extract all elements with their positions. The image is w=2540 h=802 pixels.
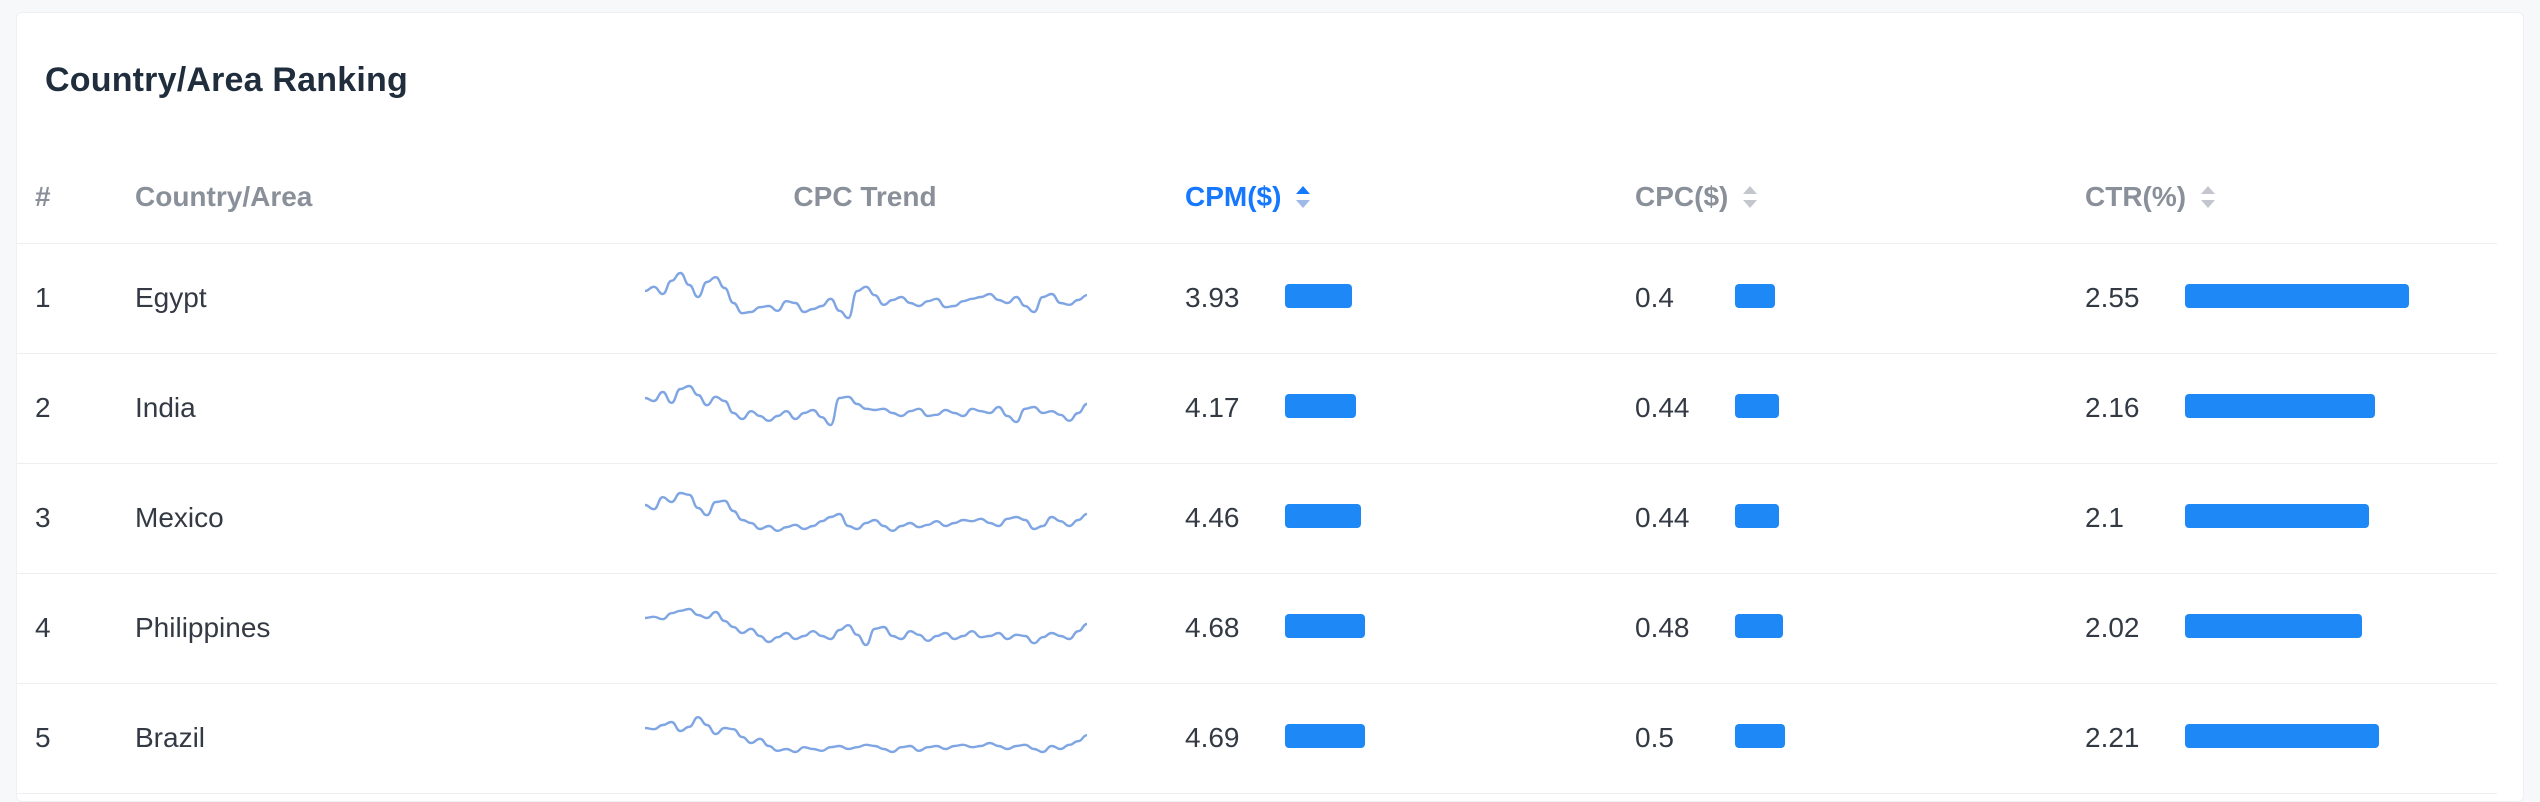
cpm-value: 4.68 xyxy=(1185,612,1240,643)
card-title: Country/Area Ranking xyxy=(45,61,408,99)
rank-cell: 1 xyxy=(35,282,51,313)
row-divider xyxy=(17,573,2497,574)
cpc-value: 0.48 xyxy=(1635,612,1690,643)
ctr-value: 2.55 xyxy=(2085,282,2140,313)
cpc-value: 0.44 xyxy=(1635,502,1690,533)
cpc-value: 0.44 xyxy=(1635,392,1690,423)
rank-cell: 5 xyxy=(35,722,51,753)
cpc-trend-sparkline xyxy=(644,271,1088,320)
cpm-bar xyxy=(1285,284,1352,308)
sparkline-path xyxy=(644,491,1088,532)
sort-icon-ctr[interactable] xyxy=(2198,182,2218,212)
rank-cell: 4 xyxy=(35,612,51,643)
cpc-trend-sparkline xyxy=(644,491,1088,532)
cpm-bar xyxy=(1285,394,1356,418)
header-divider xyxy=(17,243,2497,244)
row-divider xyxy=(17,793,2497,794)
sort-icon-cpm[interactable] xyxy=(1293,182,1313,212)
cpm-value: 4.69 xyxy=(1185,722,1240,753)
cpm-value: 4.46 xyxy=(1185,502,1240,533)
ranking-card: Country/Area Ranking # Country/Area CPC … xyxy=(16,12,2524,802)
cpc-value: 0.4 xyxy=(1635,282,1674,313)
row-divider xyxy=(17,463,2497,464)
rank-cell: 2 xyxy=(35,392,51,423)
column-header-rank: # xyxy=(35,181,51,212)
sparkline-path xyxy=(644,716,1088,754)
cpc-bar xyxy=(1735,394,1779,418)
rank-cell: 3 xyxy=(35,502,51,533)
cpc-trend-sparkline xyxy=(644,716,1088,754)
column-header-country: Country/Area xyxy=(135,181,313,212)
ctr-bar xyxy=(2185,504,2369,528)
country-cell: Philippines xyxy=(135,612,271,643)
cpc-bar xyxy=(1735,284,1775,308)
ctr-value: 2.16 xyxy=(2085,392,2140,423)
cpc-bar xyxy=(1735,504,1779,528)
sparkline-path xyxy=(644,271,1088,320)
column-header-cpc-label: CPC($) xyxy=(1635,181,1729,212)
country-cell: Mexico xyxy=(135,502,224,533)
cpm-value: 4.17 xyxy=(1185,392,1240,423)
ctr-bar xyxy=(2185,724,2379,748)
cpc-bar xyxy=(1735,724,1785,748)
row-divider xyxy=(17,353,2497,354)
row-divider xyxy=(17,683,2497,684)
cpm-bar xyxy=(1285,504,1361,528)
column-header-cpm[interactable]: CPM($) xyxy=(1185,181,1313,213)
sort-icon-cpc[interactable] xyxy=(1740,182,1760,212)
country-cell: India xyxy=(135,392,196,423)
ctr-value: 2.21 xyxy=(2085,722,2140,753)
cpc-value: 0.5 xyxy=(1635,722,1674,753)
cpc-trend-sparkline xyxy=(644,607,1088,647)
ctr-bar xyxy=(2185,394,2375,418)
cpm-bar xyxy=(1285,614,1365,638)
column-header-cpc-trend: CPC Trend xyxy=(793,181,937,212)
ctr-value: 2.02 xyxy=(2085,612,2140,643)
sparkline-path xyxy=(644,607,1088,647)
column-header-ctr[interactable]: CTR(%) xyxy=(2085,181,2218,213)
column-header-ctr-label: CTR(%) xyxy=(2085,181,2187,212)
column-header-cpc[interactable]: CPC($) xyxy=(1635,181,1760,213)
ctr-bar xyxy=(2185,614,2362,638)
cpm-bar xyxy=(1285,724,1365,748)
sparkline-path xyxy=(644,384,1088,427)
cpm-value: 3.93 xyxy=(1185,282,1240,313)
country-cell: Egypt xyxy=(135,282,207,313)
column-header-cpm-label: CPM($) xyxy=(1185,181,1282,212)
cpc-bar xyxy=(1735,614,1783,638)
cpc-trend-sparkline xyxy=(644,384,1088,427)
country-cell: Brazil xyxy=(135,722,206,753)
ctr-value: 2.1 xyxy=(2085,502,2124,533)
ctr-bar xyxy=(2185,284,2409,308)
